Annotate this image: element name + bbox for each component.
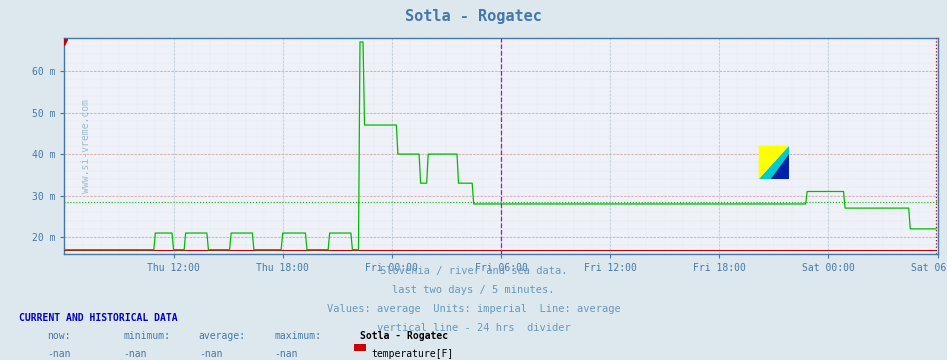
Polygon shape [771, 154, 789, 179]
Text: Sotla - Rogatec: Sotla - Rogatec [405, 9, 542, 24]
Polygon shape [759, 146, 789, 179]
Text: Slovenia / river and sea data.: Slovenia / river and sea data. [380, 266, 567, 276]
Text: vertical line - 24 hrs  divider: vertical line - 24 hrs divider [377, 323, 570, 333]
Text: -nan: -nan [275, 349, 298, 359]
Text: temperature[F]: temperature[F] [371, 349, 454, 359]
Text: Values: average  Units: imperial  Line: average: Values: average Units: imperial Line: av… [327, 304, 620, 314]
Text: -nan: -nan [199, 349, 223, 359]
Text: www.si-vreme.com: www.si-vreme.com [81, 99, 91, 193]
Text: Sotla - Rogatec: Sotla - Rogatec [360, 331, 448, 341]
Text: minimum:: minimum: [123, 331, 170, 341]
Polygon shape [759, 146, 789, 179]
Text: last two days / 5 minutes.: last two days / 5 minutes. [392, 285, 555, 295]
Text: CURRENT AND HISTORICAL DATA: CURRENT AND HISTORICAL DATA [19, 313, 178, 323]
Text: maximum:: maximum: [275, 331, 322, 341]
Text: now:: now: [47, 331, 71, 341]
Text: -nan: -nan [123, 349, 147, 359]
Text: average:: average: [199, 331, 246, 341]
Text: -nan: -nan [47, 349, 71, 359]
